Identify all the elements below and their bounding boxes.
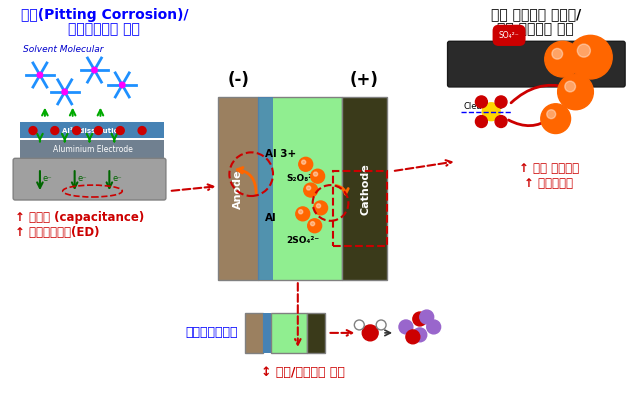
Bar	[20, 122, 164, 139]
Circle shape	[29, 127, 37, 135]
Circle shape	[362, 325, 378, 341]
Text: 2SO₄²⁻: 2SO₄²⁻	[286, 236, 319, 245]
Circle shape	[406, 330, 420, 344]
Circle shape	[51, 127, 59, 135]
Circle shape	[299, 157, 313, 171]
Circle shape	[304, 183, 318, 197]
Circle shape	[138, 127, 146, 135]
Circle shape	[62, 89, 68, 95]
FancyBboxPatch shape	[13, 158, 166, 200]
Circle shape	[92, 67, 97, 73]
Circle shape	[552, 48, 563, 59]
Text: 빠른 양극반응 동역학/: 빠른 양극반응 동역학/	[491, 8, 581, 21]
Circle shape	[37, 72, 43, 78]
Bar	[263, 313, 271, 353]
Circle shape	[311, 169, 325, 183]
Circle shape	[495, 116, 507, 128]
Text: ↑ 고전력밀도: ↑ 고전력밀도	[524, 177, 573, 190]
FancyBboxPatch shape	[448, 41, 625, 87]
Text: Al 3+: Al 3+	[265, 149, 296, 159]
Circle shape	[565, 81, 575, 92]
Bar	[218, 97, 258, 280]
Circle shape	[302, 160, 306, 164]
Text: ↑ 고용량 (capacitance): ↑ 고용량 (capacitance)	[15, 211, 144, 225]
Bar	[20, 141, 164, 158]
Text: e⁻: e⁻	[43, 174, 52, 183]
Circle shape	[558, 74, 593, 110]
Circle shape	[475, 96, 487, 108]
Circle shape	[116, 127, 124, 135]
Bar	[271, 313, 307, 353]
Circle shape	[541, 104, 570, 133]
Text: e⁻: e⁻	[112, 174, 122, 183]
Text: 쉬운 분자결합 분리: 쉬운 분자결합 분리	[498, 23, 574, 36]
Circle shape	[354, 320, 364, 330]
Text: S₂O₈²⁻: S₂O₈²⁻	[286, 174, 317, 183]
Text: Anode: Anode	[234, 169, 243, 209]
Text: SO₄²⁻: SO₄²⁻	[499, 31, 519, 40]
Circle shape	[420, 310, 434, 324]
Text: 전해질성분조합: 전해질성분조합	[186, 326, 239, 339]
Circle shape	[94, 127, 103, 135]
Bar	[258, 97, 273, 280]
Circle shape	[495, 96, 507, 108]
Circle shape	[316, 204, 321, 208]
Circle shape	[119, 82, 125, 88]
Circle shape	[545, 41, 581, 77]
Circle shape	[306, 186, 311, 190]
Text: Solvent Molecular: Solvent Molecular	[23, 45, 103, 54]
Text: Al: Al	[265, 213, 277, 223]
Circle shape	[568, 35, 612, 79]
Bar	[343, 97, 387, 280]
Text: (-): (-)	[227, 71, 249, 89]
Circle shape	[475, 116, 487, 128]
Circle shape	[313, 172, 318, 176]
Circle shape	[427, 320, 441, 334]
Circle shape	[73, 127, 80, 135]
Circle shape	[577, 44, 590, 57]
Circle shape	[376, 320, 386, 330]
Circle shape	[413, 328, 427, 342]
Circle shape	[314, 201, 327, 215]
Circle shape	[308, 219, 322, 233]
Circle shape	[482, 103, 500, 121]
Text: Al³⁺ dissolution: Al³⁺ dissolution	[62, 128, 123, 133]
Text: Cathode: Cathode	[360, 163, 370, 215]
Bar	[307, 313, 325, 353]
Circle shape	[311, 222, 315, 226]
Text: 수소발생반응 제어: 수소발생반응 제어	[68, 23, 140, 36]
Bar	[332, 171, 387, 246]
Circle shape	[547, 110, 556, 119]
Text: ↑ 높은 작동전압: ↑ 높은 작동전압	[519, 162, 579, 175]
Text: ↑ 고에너지밀도(ED): ↑ 고에너지밀도(ED)	[15, 226, 100, 239]
Bar	[258, 97, 343, 280]
Circle shape	[399, 320, 413, 334]
Circle shape	[296, 207, 309, 221]
Text: ↕ 출력/전력레벨 조절: ↕ 출력/전력레벨 조절	[261, 366, 345, 379]
Text: e⁻: e⁻	[78, 174, 87, 183]
Text: 공식(Pitting Corrosion)/: 공식(Pitting Corrosion)/	[20, 8, 188, 21]
Circle shape	[299, 210, 303, 214]
Bar	[245, 313, 263, 353]
Text: (+): (+)	[350, 71, 379, 89]
Circle shape	[413, 312, 427, 326]
Text: Cleavage: Cleavage	[463, 102, 503, 111]
Text: Aluminium Electrode: Aluminium Electrode	[52, 145, 133, 154]
